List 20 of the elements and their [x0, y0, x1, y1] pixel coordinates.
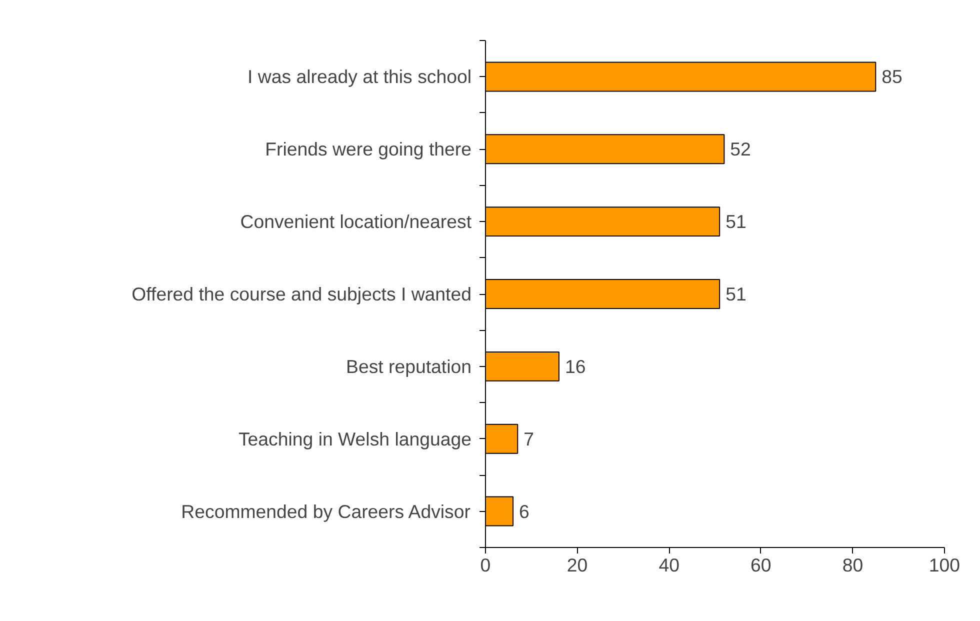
- y-tick-label: Convenient location/nearest: [240, 211, 472, 232]
- data-label: 7: [524, 428, 534, 450]
- x-tick-label: 100: [928, 554, 960, 576]
- y-tick-label: Offered the course and subjects I wanted: [132, 284, 472, 304]
- x-tick-label: 80: [842, 554, 864, 576]
- data-label: 51: [726, 284, 746, 304]
- data-label: 6: [519, 500, 530, 522]
- y-tick-label: Best reputation: [346, 356, 472, 377]
- x-tick-label: 40: [658, 554, 680, 576]
- y-tick-label: Teaching in Welsh language: [238, 428, 472, 450]
- data-label: 85: [882, 66, 902, 88]
- x-tick-label: 20: [566, 554, 588, 576]
- y-tick-label: Recommended by Careers Advisor: [181, 500, 470, 522]
- x-tick-label: 60: [750, 554, 772, 576]
- y-tick-label: Friends were going there: [265, 138, 472, 160]
- x-tick-label: 0: [480, 554, 491, 576]
- y-tick-label: I was already at this school: [248, 66, 472, 88]
- data-label: 52: [730, 138, 751, 160]
- data-label: 51: [726, 211, 746, 232]
- data-label: 16: [564, 356, 586, 377]
